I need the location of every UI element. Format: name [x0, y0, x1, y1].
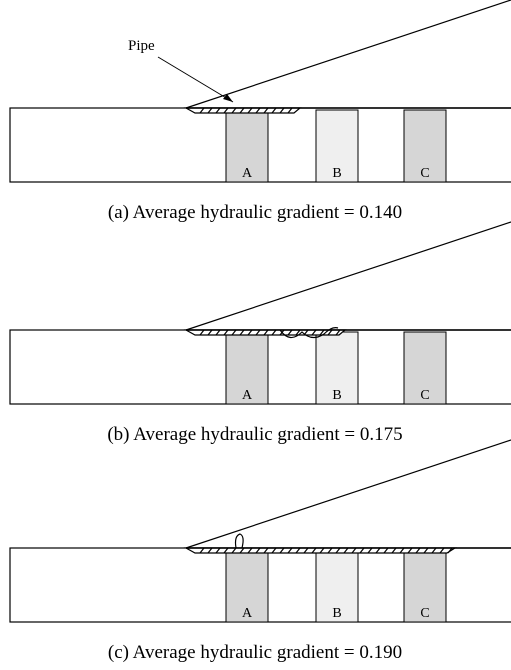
pipe-hatch [287, 547, 293, 554]
pipe-hatch [335, 547, 341, 554]
pipe-hatch [207, 329, 213, 336]
pipe-hatch [271, 547, 277, 554]
pipe-hatch [279, 107, 285, 114]
pipe-hatch [303, 547, 309, 554]
block-label: B [332, 606, 341, 621]
pipe-hatch [263, 547, 269, 554]
pipe-hatch [223, 107, 229, 114]
pipe-hatch [199, 329, 205, 336]
pipe-label: Pipe [128, 38, 155, 54]
pipe-arrow [157, 56, 234, 103]
pipe-hatch [231, 329, 237, 336]
pipe-hatch [255, 107, 261, 114]
pipe-hatch [351, 547, 357, 554]
pipe-hatch [199, 547, 205, 554]
pipe-hatch [279, 547, 285, 554]
block [315, 549, 359, 623]
pipe-hatch [239, 107, 245, 114]
pipe-hatch [423, 547, 429, 554]
pipe-hatch [295, 547, 301, 554]
pipe-hatch [375, 547, 381, 554]
pipe-hatch [327, 329, 333, 336]
pipe-hatch [343, 547, 349, 554]
pipe-hatch [271, 329, 277, 336]
pipe-hatch [223, 547, 229, 554]
pipe-bulge [234, 533, 244, 549]
pipe-bulge [279, 327, 339, 339]
pipe-hatch [247, 107, 253, 114]
pipe-hatch [311, 329, 317, 336]
pipe [183, 107, 302, 114]
block-label: B [332, 388, 341, 403]
block [225, 331, 269, 405]
arrow-head [223, 94, 233, 102]
block-label: C [420, 388, 429, 403]
block-label: C [420, 606, 429, 621]
pipe-hatch [215, 329, 221, 336]
pipe-hatch [199, 107, 205, 114]
pipe-hatch [247, 547, 253, 554]
pipe-hatch [207, 547, 213, 554]
block [403, 549, 447, 623]
pipe-hatch [239, 329, 245, 336]
pipe-hatch [287, 329, 293, 336]
slope-line [185, 439, 511, 549]
pipe-hatch [295, 329, 301, 336]
slope-line [185, 0, 511, 109]
pipe-hatch [271, 107, 277, 114]
pipe-hatch [207, 107, 213, 114]
pipe-hatch [287, 107, 293, 114]
pipe-hatch [439, 547, 445, 554]
pipe-hatch [367, 547, 373, 554]
pipe-hatch [231, 547, 237, 554]
pipe-hatch [407, 547, 413, 554]
pipe-hatch [223, 329, 229, 336]
pipe-hatch [255, 329, 261, 336]
caption: (a) Average hydraulic gradient = 0.140 [108, 202, 402, 223]
pipe-hatch [391, 547, 397, 554]
pipe-hatch [215, 107, 221, 114]
block-label: A [242, 388, 253, 403]
block-label: A [242, 606, 253, 621]
pipe-hatch [431, 547, 437, 554]
pipe-hatch [383, 547, 389, 554]
pipe-hatch [311, 547, 317, 554]
block-label: A [242, 166, 253, 181]
pipe-hatch [335, 329, 341, 336]
pipe-hatch [255, 547, 261, 554]
block [225, 109, 269, 183]
pipe-hatch [327, 547, 333, 554]
slope-line [185, 221, 511, 331]
pipe-hatch [359, 547, 365, 554]
pipe-hatch [319, 329, 325, 336]
block-label: C [420, 166, 429, 181]
pipe-hatch [263, 329, 269, 336]
block [403, 331, 447, 405]
caption: (c) Average hydraulic gradient = 0.190 [108, 642, 402, 663]
pipe-hatch [415, 547, 421, 554]
pipe-hatch [319, 547, 325, 554]
pipe-hatch [247, 329, 253, 336]
pipe-hatch [239, 547, 245, 554]
pipe-hatch [263, 107, 269, 114]
block [225, 549, 269, 623]
block-label: B [332, 166, 341, 181]
pipe-hatch [215, 547, 221, 554]
pipe-hatch [399, 547, 405, 554]
pipe-hatch [447, 547, 453, 554]
block [403, 109, 447, 183]
block [315, 109, 359, 183]
pipe-hatch [231, 107, 237, 114]
caption: (b) Average hydraulic gradient = 0.175 [107, 424, 402, 445]
